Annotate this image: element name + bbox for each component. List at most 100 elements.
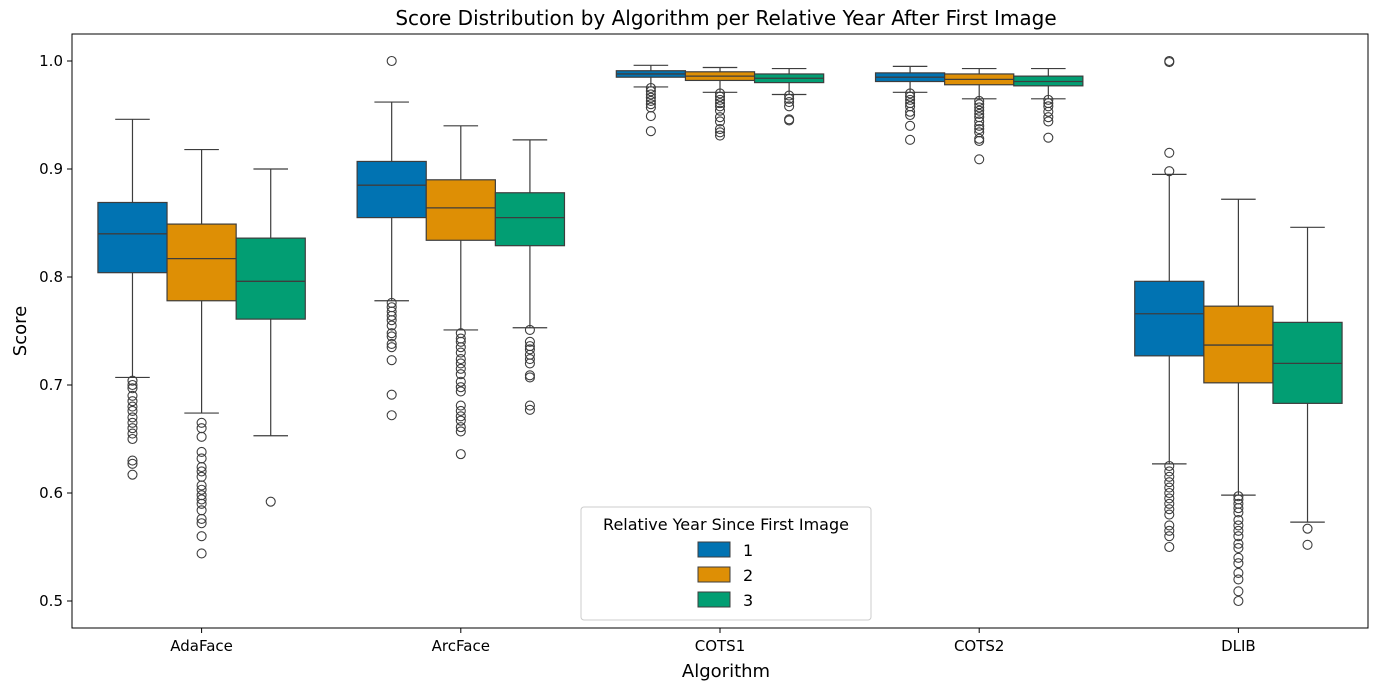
outlier-point <box>974 116 985 127</box>
outlier-point <box>1164 531 1175 542</box>
iqr-box <box>425 179 496 241</box>
outlier-point <box>1233 586 1244 597</box>
outlier-point <box>455 400 466 411</box>
outlier-point <box>714 88 726 99</box>
outlier-point <box>196 494 207 505</box>
outlier-point <box>784 93 795 104</box>
outlier-point <box>714 112 726 123</box>
outlier-point <box>524 336 535 347</box>
outlier-point <box>645 99 656 110</box>
legend-label-1: 1 <box>743 541 753 560</box>
outlier-point <box>1164 487 1175 499</box>
outlier-point <box>386 410 397 421</box>
outlier-point <box>784 96 795 108</box>
outlier-point <box>714 101 726 112</box>
outlier-point <box>645 126 656 137</box>
outlier-point <box>455 426 466 437</box>
outlier-point <box>1164 460 1175 472</box>
outlier-point <box>386 331 397 342</box>
iqr-box <box>1134 280 1205 357</box>
outlier-point <box>455 347 466 358</box>
outlier-point <box>455 422 466 433</box>
legend-swatch-2 <box>697 566 731 583</box>
outlier-point <box>1233 595 1244 607</box>
outlier-point <box>1164 166 1175 177</box>
outlier-point <box>455 336 466 347</box>
outlier-point <box>127 401 138 412</box>
outlier-point <box>455 342 466 353</box>
outlier-point <box>1043 132 1054 143</box>
outlier-point <box>1043 116 1054 127</box>
outlier-point <box>196 480 207 491</box>
outlier-point <box>1043 94 1054 105</box>
outlier-point <box>645 95 656 107</box>
outlier-point <box>1233 507 1244 518</box>
outlier-point <box>196 431 207 442</box>
outlier-point <box>1164 525 1175 536</box>
legend-swatch-3 <box>697 591 731 608</box>
outlier-point <box>645 92 656 103</box>
outlier-point <box>1164 498 1175 509</box>
outlier-point <box>386 55 397 67</box>
outlier-point <box>645 89 656 100</box>
outlier-point <box>127 423 138 434</box>
outlier-point <box>974 135 985 146</box>
outlier-point <box>1164 466 1175 477</box>
outlier-point <box>784 90 795 101</box>
legend: Relative Year Since First Image 1 2 3 <box>580 506 872 621</box>
outlier-point <box>905 94 916 105</box>
outlier-point <box>386 320 397 331</box>
outlier-point <box>1233 538 1244 549</box>
outlier-point <box>455 363 466 374</box>
outlier-point <box>196 505 207 516</box>
iqr-box <box>494 192 566 247</box>
outlier-point <box>714 123 726 135</box>
y-tick-label-0: 0.5 <box>39 592 63 610</box>
box-COTS1-year-1 <box>615 64 687 137</box>
y-tick-label-1: 0.6 <box>39 484 63 502</box>
outlier-point <box>386 338 397 350</box>
box-AdaFace-year-2 <box>166 148 237 559</box>
iqr-box <box>235 237 306 320</box>
legend-swatch-1 <box>697 541 731 558</box>
legend-entries: 1 2 3 <box>697 541 753 610</box>
outlier-point <box>455 405 466 416</box>
outlier-point <box>974 99 985 110</box>
outlier-point <box>196 466 207 477</box>
outlier-point <box>1164 57 1175 68</box>
outlier-point <box>455 358 466 369</box>
outlier-point <box>127 428 138 439</box>
outlier-point <box>974 123 985 135</box>
outlier-point <box>905 109 916 121</box>
axes: 0.5 0.6 0.7 0.8 0.9 1.0 AdaFace ArcFace COTS1 COT… <box>39 52 1256 655</box>
outlier-point <box>196 548 207 559</box>
outlier-point <box>645 82 656 94</box>
x-tick-label-1: ArcFace <box>432 637 490 655</box>
outlier-point <box>1164 482 1175 493</box>
outlier-point <box>974 95 985 107</box>
outlier-point <box>127 469 138 480</box>
outlier-point <box>1043 112 1054 123</box>
outlier-point <box>714 105 726 116</box>
outlier-point <box>784 115 795 126</box>
outlier-point <box>386 315 397 326</box>
legend-label-2: 2 <box>743 566 753 585</box>
outlier-point <box>714 130 726 141</box>
outlier-point <box>196 518 207 529</box>
outlier-point <box>127 375 138 386</box>
outlier-point <box>524 400 535 411</box>
outlier-point <box>127 383 138 394</box>
outlier-point <box>196 453 207 464</box>
outlier-point <box>1233 558 1244 569</box>
outlier-point <box>386 342 397 353</box>
chart-title: Score Distribution by Algorithm per Rela… <box>395 6 1056 30</box>
outlier-point <box>974 102 985 113</box>
outlier-point <box>196 471 207 482</box>
outlier-point <box>1233 503 1244 514</box>
outlier-point <box>974 105 985 116</box>
box-COTS2-year-3 <box>1013 67 1084 143</box>
outlier-point <box>524 354 535 365</box>
box-DLIB-year-3 <box>1272 226 1343 550</box>
box-COTS2-year-1 <box>874 65 946 145</box>
x-tick-label-2: COTS1 <box>695 637 746 655</box>
